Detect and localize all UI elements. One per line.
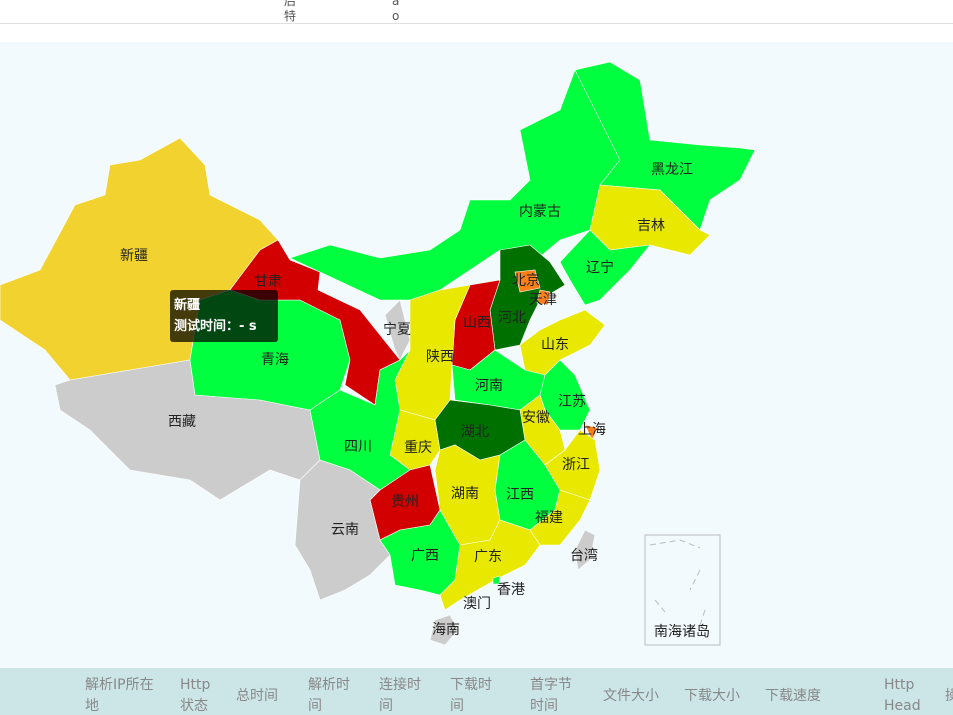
cell-text: 后 [284,0,297,8]
province-label: 辽宁 [586,259,614,276]
province-label: 广东 [474,549,502,565]
column-header: 首字节时间 [530,677,572,714]
province-label: 山东 [541,337,569,353]
province-label: 甘肃 [254,274,282,290]
province-label: 澳门 [463,596,491,612]
province-label: 陕西 [426,349,454,365]
cell-text: a [392,0,400,8]
province-label: 黑龙江 [651,162,693,178]
south-sea-box [644,534,721,646]
cell-text: 特 [284,9,297,23]
province-label: 青海 [261,352,289,368]
province-label: 香港 [497,582,525,598]
province-label: 江苏 [558,394,586,410]
province-label: 浙江 [562,457,590,473]
province-label: 贵州 [391,494,419,510]
column-header: 下载大小 [684,688,740,704]
column-header: Http状态 [180,677,211,714]
province [584,424,599,441]
tooltip: 新疆 测试时间：- s [170,290,278,342]
province-label: 山西 [463,315,491,331]
province-label: 河南 [475,378,503,394]
column-header: 解析时间 [308,677,350,714]
province-label: 天津 [529,292,557,308]
province [574,529,596,571]
column-header: 总时间 [236,688,278,704]
province-label: 新疆 [120,248,148,264]
cell-text: o [392,9,400,23]
column-header: Http Head [884,677,921,714]
province-label: 江西 [506,487,534,503]
province-label: 南海诸岛 [654,624,710,640]
province [536,289,551,306]
province [294,459,391,601]
province-label: 湖南 [451,486,479,502]
province-label: 安徽 [522,410,550,426]
province-label: 北京 [512,273,540,289]
province-label: 内蒙古 [519,204,561,220]
column-header: 操 [945,688,953,704]
province-label: 海南 [432,622,460,638]
province [559,229,651,306]
top-row: 后 特 a o [0,0,953,24]
column-header: 连接时间 [379,677,421,714]
province-label: 台湾 [570,547,598,564]
province-label: 云南 [331,522,359,538]
province-label: 福建 [535,510,563,526]
province-label: 河北 [498,310,526,326]
column-header: 文件大小 [603,688,659,704]
south-sea-islands [649,539,706,626]
province-label: 西藏 [168,414,196,430]
column-header: 下载速度 [765,688,821,704]
province-label: 上海 [578,422,606,438]
province [384,299,411,361]
province-label: 重庆 [404,440,432,456]
column-header: 解析IP所在地 [85,677,154,714]
province-label: 吉林 [637,218,665,234]
province [492,575,501,585]
column-header: 下载时间 [450,677,492,714]
table-header: 解析IP所在地 Http状态 总时间 解析时间 连接时间 下载时间 首字节时间 文件大小 下载大… [0,668,953,715]
province-label: 广西 [411,548,439,564]
province-label: 湖北 [461,424,489,440]
province-label: 四川 [344,439,372,455]
tooltip-title: 新疆 [174,298,201,313]
tooltip-text: 测试时间：- s [174,319,257,334]
province-label: 宁夏 [383,321,411,338]
province [514,269,541,293]
province [429,614,459,646]
province [439,519,541,611]
